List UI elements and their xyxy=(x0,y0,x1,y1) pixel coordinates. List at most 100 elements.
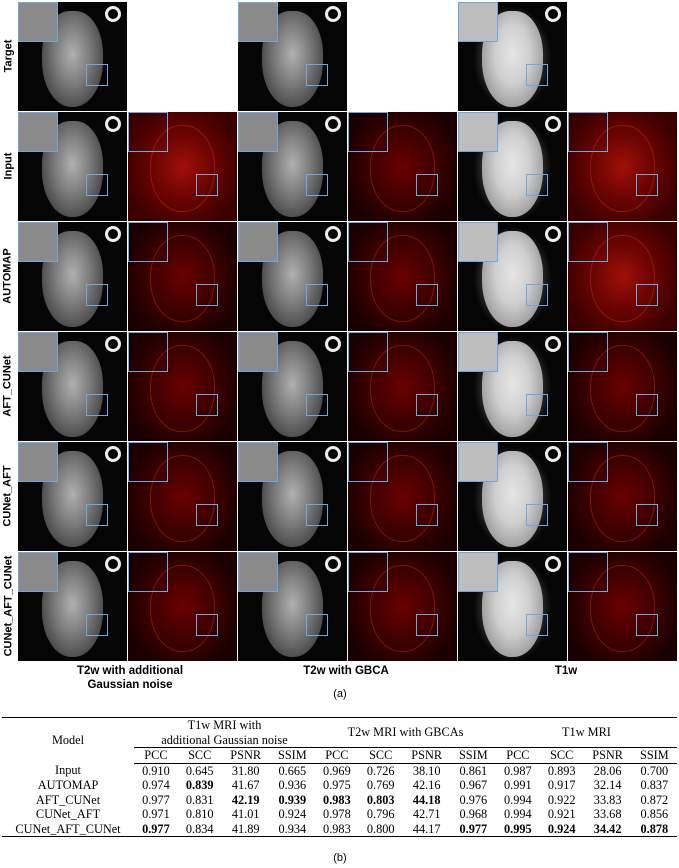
t2w-noise-image-target xyxy=(18,2,127,111)
t2w-gbca-image-cunet-aft xyxy=(238,442,347,551)
metric-value-cell: 0.921 xyxy=(547,807,576,821)
zoom-inset xyxy=(18,222,58,262)
metric-value-cell: 0.968 xyxy=(459,807,488,821)
zoom-inset xyxy=(238,2,278,42)
metric-value-cell: 41.01 xyxy=(231,807,260,821)
caption-a: (a) xyxy=(333,688,347,700)
zoom-inset xyxy=(238,332,278,372)
reference-tube-icon xyxy=(325,116,341,132)
roi-box xyxy=(196,614,218,636)
metric-value-cell: 32.14 xyxy=(593,778,622,792)
roi-box xyxy=(636,284,658,306)
error-outline xyxy=(589,235,656,323)
column-label-t2w-noise-text: T2w with additional Gaussian noise xyxy=(76,665,184,691)
metric-value-cell: 0.975 xyxy=(323,778,351,792)
row-label-cunet-aft-cunet: CUNet_AFT_CUNet xyxy=(2,555,14,657)
zoom-inset xyxy=(458,442,498,482)
reference-tube-icon xyxy=(545,556,561,572)
metric-value-cell: 0.922 xyxy=(547,792,576,807)
reference-tube-icon xyxy=(105,6,121,22)
row-label-automap: AUTOMAP xyxy=(2,248,15,304)
reference-tube-icon xyxy=(545,226,561,242)
t1w-image-aft-cunet xyxy=(458,332,567,441)
t2w-noise-image-automap xyxy=(18,222,127,331)
roi-box xyxy=(196,504,218,526)
t2w-gbca-image-automap xyxy=(238,222,347,331)
metric-value-cell: 0.893 xyxy=(547,763,576,778)
metric-value-cell: 0.924 xyxy=(278,807,307,821)
roi-box xyxy=(86,614,108,636)
roi-box xyxy=(416,284,438,306)
zoom-inset xyxy=(348,222,388,262)
row-label-cunet-aft: CUNet_AFT xyxy=(2,465,14,527)
model-name-cell: CUNet_AFT xyxy=(35,807,101,821)
metric-value-cell: 0.831 xyxy=(185,792,214,807)
t2w-gbca-error-map-input xyxy=(348,112,457,221)
reference-tube-icon xyxy=(545,336,561,352)
metric-value-cell: 34.42 xyxy=(583,821,632,837)
roi-box xyxy=(306,174,328,196)
t2w-gbca-image-cunet-aft-cunet xyxy=(238,552,347,661)
metric-header-scc: SCC xyxy=(358,747,403,764)
roi-box xyxy=(526,614,548,636)
reference-tube-icon xyxy=(105,226,121,242)
metric-value-cell: 31.80 xyxy=(231,763,260,778)
metric-value-cell: 42.71 xyxy=(412,807,441,821)
roi-box xyxy=(306,614,328,636)
t1w-image-target xyxy=(458,2,567,111)
metric-value-cell: 0.977 xyxy=(134,821,178,837)
zoom-inset xyxy=(348,552,388,592)
reference-tube-icon xyxy=(325,446,341,462)
metric-header-pcc: PCC xyxy=(134,747,178,764)
metric-value-cell: 0.700 xyxy=(640,763,669,778)
metric-value-cell: 0.917 xyxy=(547,778,576,792)
t2w-gbca-error-map-cunet-aft-cunet xyxy=(348,552,457,661)
t1w-image-cunet-aft-cunet xyxy=(458,552,567,661)
metric-value-cell: 0.974 xyxy=(142,778,170,792)
metric-value-cell: 0.796 xyxy=(366,807,395,821)
zoom-inset xyxy=(568,552,608,592)
zoom-inset xyxy=(18,442,58,482)
t2w-gbca-error-map-automap xyxy=(348,222,457,331)
t2w-noise-image-cunet-aft xyxy=(18,442,127,551)
roi-box xyxy=(196,284,218,306)
t2w-noise-error-map-aft-cunet xyxy=(128,332,237,441)
metric-value-cell: 0.856 xyxy=(640,807,669,821)
table-row: AUTOMAP 0.974 0.839 41.67 0.936 0.975 0.769 42.… xyxy=(2,778,677,793)
metric-header-ssim: SSIM xyxy=(269,747,315,764)
column-label-t1w: T1w xyxy=(476,664,656,678)
metric-value-cell: 41.67 xyxy=(231,778,260,792)
roi-box xyxy=(416,504,438,526)
metric-header-psnr: PSNR xyxy=(221,747,270,764)
zoom-inset xyxy=(18,552,58,592)
metric-value-cell: 33.68 xyxy=(593,807,622,821)
metric-value-cell: 44.17 xyxy=(402,821,451,837)
metric-value-cell: 0.983 xyxy=(323,792,351,807)
model-name-cell: AUTOMAP xyxy=(37,778,99,792)
error-outline xyxy=(369,455,436,543)
metric-value-cell: 0.977 xyxy=(450,821,496,837)
roi-box xyxy=(196,394,218,416)
table-row: CUNet_AFT_CUNet 0.977 0.834 41.89 0.934 0.983… xyxy=(2,821,677,837)
metric-value-cell: 0.978 xyxy=(323,807,351,821)
zoom-inset xyxy=(128,332,168,372)
zoom-inset xyxy=(128,442,168,482)
error-outline xyxy=(589,455,656,543)
metric-value-cell: 0.983 xyxy=(314,821,359,837)
model-name-cell: CUNet_AFT_CUNet xyxy=(2,821,134,837)
column-label-t2w-noise: T2w with additional Gaussian noise xyxy=(40,664,220,692)
error-outline xyxy=(369,235,436,323)
metric-value-cell: 41.89 xyxy=(221,821,270,837)
model-name-cell: Input xyxy=(55,763,81,778)
t1w-error-map-automap xyxy=(568,222,677,331)
metric-value-cell: 0.834 xyxy=(177,821,222,837)
roi-box xyxy=(86,174,108,196)
zoom-inset xyxy=(568,332,608,372)
metric-value-cell: 0.839 xyxy=(185,778,214,792)
metric-value-cell: 0.967 xyxy=(459,778,488,792)
metric-value-cell: 44.18 xyxy=(412,792,441,807)
zoom-inset xyxy=(458,112,498,152)
reference-tube-icon xyxy=(105,116,121,132)
roi-box xyxy=(526,64,548,86)
zoom-inset xyxy=(18,332,58,372)
